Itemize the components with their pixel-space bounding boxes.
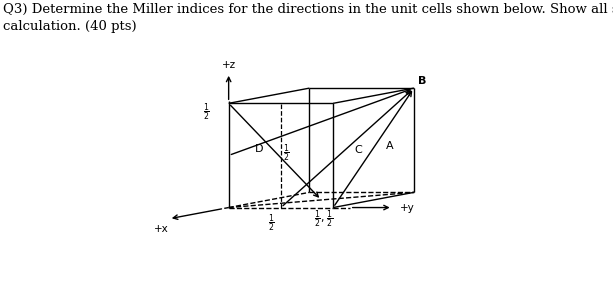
Text: A: A (386, 141, 393, 151)
Text: +x: +x (154, 224, 169, 234)
Text: Q3) Determine the Miller indices for the directions in the unit cells shown belo: Q3) Determine the Miller indices for the… (3, 3, 613, 33)
Text: $\frac{1}{2},\frac{1}{2}$: $\frac{1}{2},\frac{1}{2}$ (314, 209, 333, 230)
Text: $\frac{1}{2}$: $\frac{1}{2}$ (268, 213, 275, 234)
Text: $\frac{1}{2}$: $\frac{1}{2}$ (283, 142, 290, 164)
Text: +z: +z (221, 60, 236, 70)
Text: +y: +y (400, 202, 414, 213)
Text: $\frac{1}{2}$: $\frac{1}{2}$ (203, 101, 210, 123)
Text: C: C (354, 145, 362, 155)
Text: B: B (417, 76, 426, 86)
Text: D: D (254, 144, 263, 155)
